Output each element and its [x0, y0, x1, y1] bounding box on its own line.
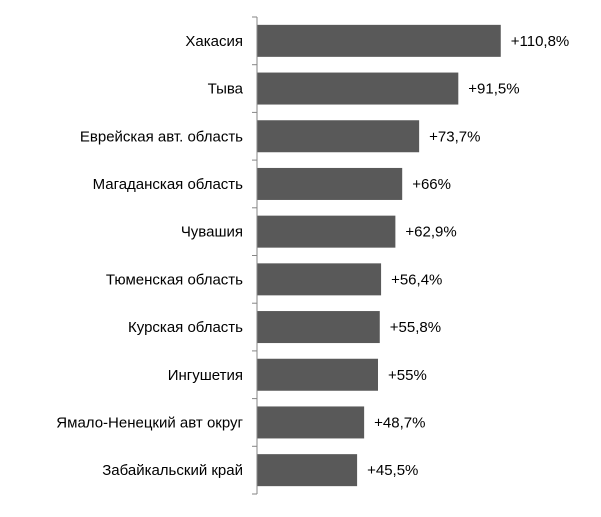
category-label-1: Хакасия: [185, 33, 243, 50]
value-label-10: +45,5%: [367, 462, 418, 479]
value-label-1: +110,8%: [511, 33, 570, 50]
category-label-4: Магаданская область: [93, 176, 244, 193]
bar-6: [257, 263, 382, 296]
category-label-10: Забайкальский край: [102, 462, 243, 479]
category-label-6: Тюменская область: [106, 271, 243, 288]
bar-3: [257, 120, 420, 153]
category-label-7: Курская область: [128, 319, 243, 336]
value-label-5: +62,9%: [405, 224, 456, 241]
bar-1: [257, 24, 501, 57]
value-labels-group: +110,8% +91,5% +73,7% +66% +62,9% +56,4% +55,8…: [367, 33, 569, 479]
category-label-3: Еврейская авт. область: [80, 128, 243, 145]
value-label-2: +91,5%: [468, 81, 519, 98]
category-label-5: Чувашия: [181, 224, 243, 241]
category-label-2: Тыва: [208, 81, 244, 98]
value-label-6: +56,4%: [391, 271, 442, 288]
category-labels-group: Хакасия Тыва Еврейская авт. область Магадан…: [56, 33, 243, 479]
category-label-9: Ямало-Ненецкий авт округ: [56, 414, 243, 431]
bar-9: [257, 406, 365, 439]
bar-2: [257, 72, 459, 105]
value-label-9: +48,7%: [374, 414, 425, 431]
bars-group: [257, 24, 501, 487]
bar-10: [257, 454, 358, 487]
value-label-8: +55%: [388, 367, 427, 384]
y-axis-group: [252, 16, 258, 495]
value-label-7: +55,8%: [390, 319, 441, 336]
bar-7: [257, 311, 380, 344]
value-label-3: +73,7%: [429, 128, 480, 145]
value-label-4: +66%: [412, 176, 451, 193]
bar-5: [257, 215, 396, 248]
bar-8: [257, 358, 378, 391]
bar-4: [257, 167, 403, 200]
category-label-8: Ингушетия: [168, 367, 243, 384]
